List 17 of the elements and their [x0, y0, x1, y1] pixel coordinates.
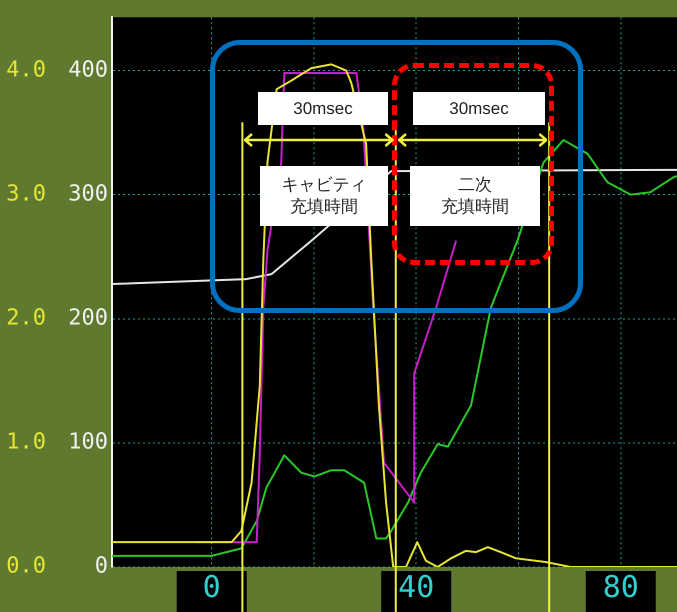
x-tick-label: 0	[202, 570, 221, 605]
y-tick-label: 300	[68, 181, 108, 206]
y-tick-label: 400	[68, 57, 108, 82]
y-tick-label: 100	[68, 430, 108, 455]
y-tick-label: 200	[68, 306, 108, 330]
x-tick-label: 40	[398, 570, 434, 605]
annotation: キャビティ充填時間	[282, 174, 366, 218]
y2-tick-label: 4.0	[6, 57, 46, 82]
y2-tick-label: 2.0	[6, 306, 46, 330]
annotation: 30msec	[449, 98, 509, 120]
x-tick-label: 80	[602, 570, 639, 605]
y-tick-label: 0	[94, 554, 108, 579]
annotation: 30msec	[293, 98, 353, 120]
y2-tick-label: 3.0	[6, 181, 46, 206]
annotation: 二次充填時間	[441, 174, 509, 218]
y2-tick-label: 0.0	[6, 554, 46, 579]
y2-tick-label: 1.0	[6, 430, 46, 455]
